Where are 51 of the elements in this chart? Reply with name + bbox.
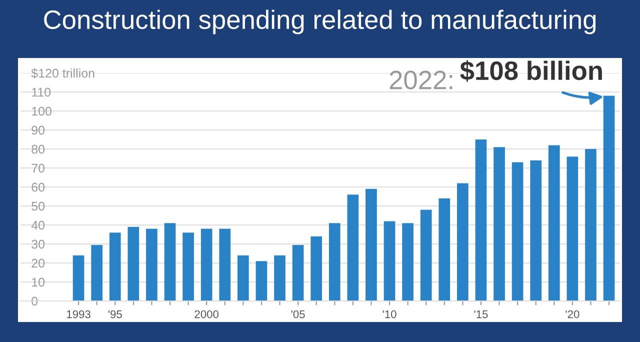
bar xyxy=(128,226,140,301)
y-tick-label: 40 xyxy=(31,220,45,230)
bar xyxy=(219,228,231,301)
bar xyxy=(146,228,158,301)
bar xyxy=(200,228,212,301)
x-tick-label: 2000 xyxy=(194,310,219,318)
bar xyxy=(494,147,505,301)
bar xyxy=(512,162,524,301)
bar xyxy=(566,156,578,301)
bar xyxy=(310,236,322,301)
bar xyxy=(475,140,487,301)
bar xyxy=(164,223,176,301)
y-tick-label: 10 xyxy=(32,278,45,287)
bar xyxy=(438,198,450,301)
annotation: 2022: xyxy=(390,70,452,90)
y-tick-label: 90 xyxy=(32,126,45,135)
y-tick-label: 30 xyxy=(32,240,45,249)
y-tick-label: 100 xyxy=(32,106,52,116)
y-tick-label: 70 xyxy=(32,164,45,173)
y-tick-label: 20 xyxy=(32,258,45,268)
bar xyxy=(402,223,414,301)
chart-title: Construction spending related to manufacturing xyxy=(44,10,596,34)
x-tick-label: '15 xyxy=(474,310,488,318)
y-tick-label: 110 xyxy=(32,88,51,97)
bar xyxy=(530,160,542,301)
bar xyxy=(91,244,102,301)
annotation: $108 billion xyxy=(460,60,602,82)
y-tick-label: 50 xyxy=(32,202,45,211)
bar xyxy=(274,255,286,301)
x-tick-label: '10 xyxy=(382,310,396,318)
bar xyxy=(109,232,121,301)
bar xyxy=(256,261,268,301)
bar xyxy=(238,255,249,301)
bar xyxy=(292,244,304,301)
x-tick-label: '20 xyxy=(566,310,580,318)
x-tick-label: 1993 xyxy=(67,310,90,318)
bar xyxy=(182,232,194,301)
bar xyxy=(366,188,377,301)
bar xyxy=(384,221,396,301)
x-tick-label: '05 xyxy=(291,310,305,318)
y-tick-label: 60 xyxy=(32,182,45,192)
bar xyxy=(548,145,560,301)
x-tick-label: '95 xyxy=(108,310,122,318)
bar xyxy=(347,194,359,301)
bar xyxy=(420,210,432,301)
bar xyxy=(72,255,84,301)
y-tick-label: $120 trillion xyxy=(31,68,94,78)
bar xyxy=(457,183,468,301)
bar xyxy=(328,223,340,301)
bar xyxy=(585,149,596,301)
y-tick-label: 80 xyxy=(32,144,45,154)
